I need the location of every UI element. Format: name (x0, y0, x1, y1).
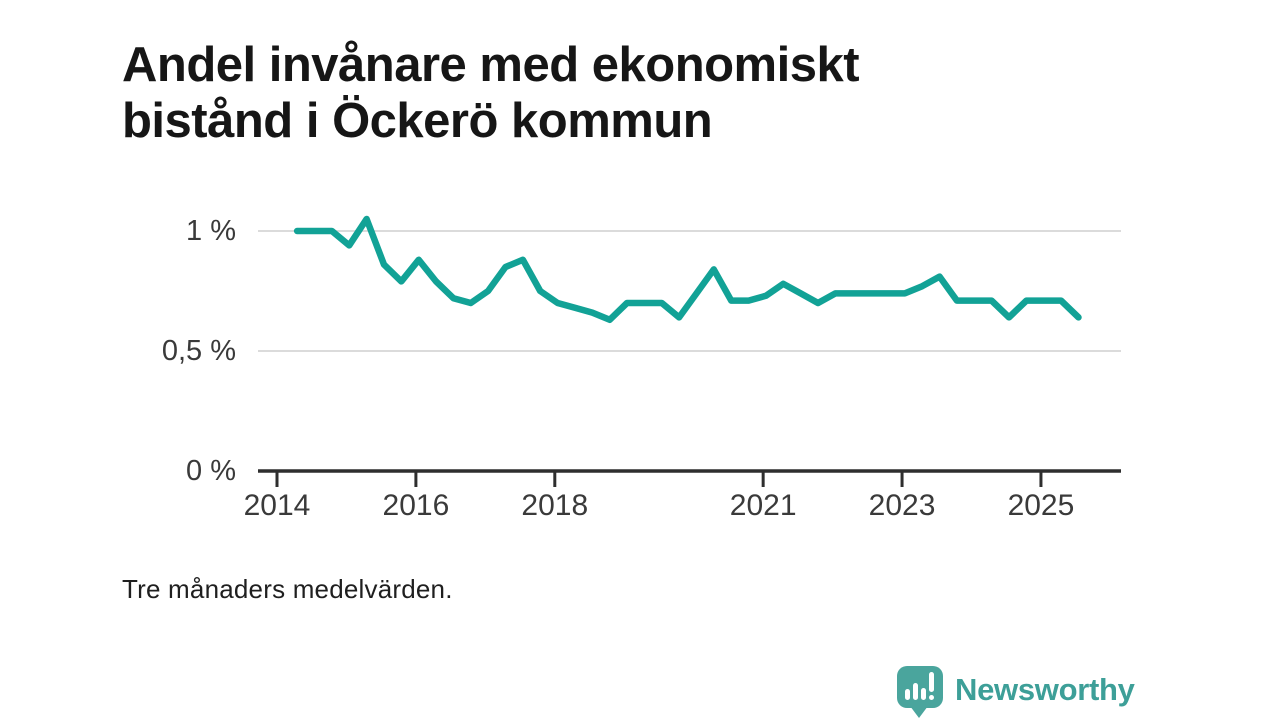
page-title: Andel invånare med ekonomiskt bistånd i Ö… (122, 37, 1042, 149)
chart-footnote: Tre månaders medelvärden. (122, 574, 453, 604)
gridlines (258, 230, 1121, 352)
x-axis-tick-label: 2016 (382, 489, 450, 522)
y-axis-tick-label: 0 % (186, 455, 236, 487)
x-axis-tick-label: 2018 (521, 489, 589, 522)
speech-bubble-tail (910, 706, 928, 718)
x-axis-tick-label: 2014 (243, 489, 311, 522)
bar-icon (913, 683, 918, 700)
newsworthy-logo-text: Newsworthy (955, 672, 1135, 707)
x-axis-tick-label: 2025 (1007, 489, 1075, 522)
exclamation-icon (929, 672, 934, 700)
x-axis-tick-label: 2021 (729, 489, 797, 522)
data-line (293, 215, 1082, 324)
x-axis (258, 469, 1121, 487)
bar-icon (905, 689, 910, 700)
y-axis-tick-label: 0,5 % (161, 335, 236, 367)
page-title-line-2: bistånd i Öckerö kommun (122, 93, 713, 148)
bar-chart-icon (905, 672, 934, 700)
speech-bubble-icon (897, 666, 943, 708)
data-line-group (293, 215, 1082, 324)
x-axis-tick-label: 2023 (868, 489, 936, 522)
page-title-line-1: Andel invånare med ekonomiskt (122, 37, 860, 92)
bar-icon (921, 688, 926, 700)
y-axis-tick-label: 1 % (186, 215, 236, 247)
newsworthy-logo-icon (897, 666, 943, 720)
newsworthy-logo: Newsworthy (897, 664, 1277, 720)
